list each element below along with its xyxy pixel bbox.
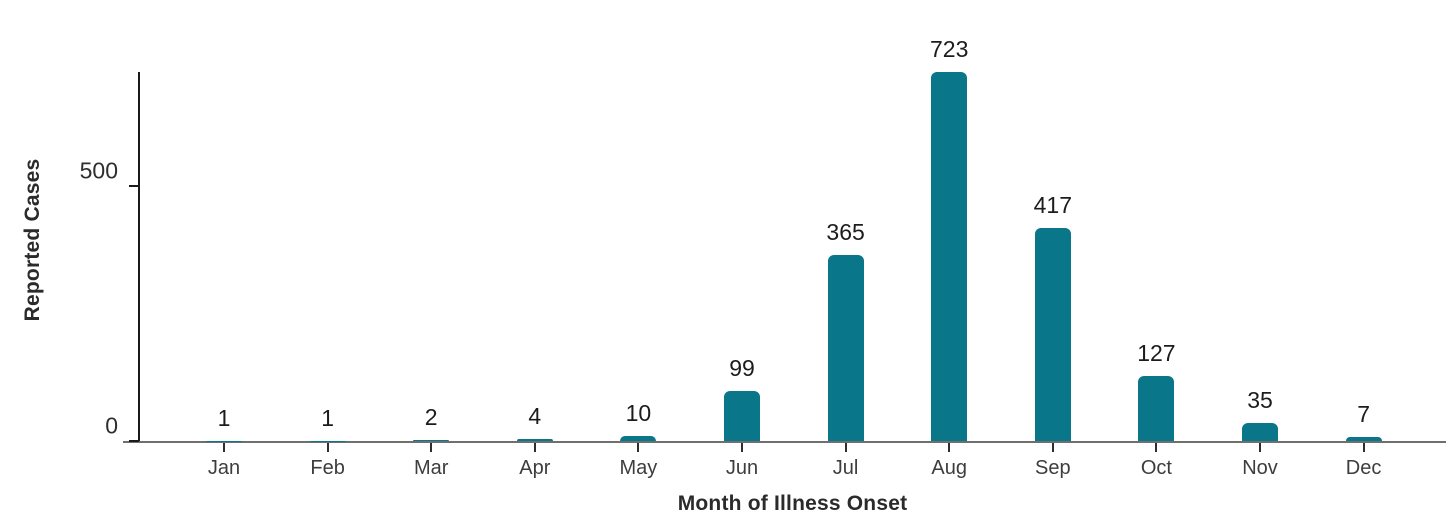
x-tick-mark xyxy=(637,443,640,452)
x-tick-label: Dec xyxy=(1345,457,1382,479)
x-tick-label: Mar xyxy=(413,457,449,479)
y-tick-label: 500 xyxy=(79,157,118,184)
x-tick-mark xyxy=(533,443,536,452)
bar xyxy=(724,390,760,441)
x-tick-mark xyxy=(1259,443,1261,452)
bar xyxy=(413,439,450,441)
plot-area: 0 500 1 Jan 1 Feb 2 Mar 4 Apr 10 May 99 Jun 365 Jul 723… xyxy=(80,36,1446,479)
x-tick-mark xyxy=(223,443,225,452)
x-tick-mark xyxy=(844,443,847,452)
x-tick-label: May xyxy=(619,457,658,479)
bar xyxy=(827,254,864,441)
y-tick-mark xyxy=(129,185,139,187)
x-tick-mark xyxy=(430,443,433,452)
bar xyxy=(1138,376,1175,441)
bar-value-label: 1 xyxy=(321,404,334,431)
bar-value-label: 417 xyxy=(1033,192,1072,219)
x-tick-label: Sep xyxy=(1035,457,1071,479)
bar xyxy=(309,440,346,441)
bar-value-label: 127 xyxy=(1137,340,1176,367)
x-tick-label: Jun xyxy=(725,457,759,479)
y-axis-title: Reported Cases xyxy=(21,158,44,322)
x-tick-mark xyxy=(1362,443,1365,452)
bar-value-label: 1 xyxy=(217,404,231,431)
bar-value-label: 2 xyxy=(424,403,438,430)
y-tick-mark xyxy=(129,440,139,442)
bar xyxy=(1034,228,1071,441)
x-tick-mark xyxy=(326,443,329,452)
x-tick-label: Oct xyxy=(1140,457,1172,479)
bar xyxy=(1345,437,1382,441)
x-tick-mark xyxy=(1051,443,1054,452)
x-axis-line xyxy=(123,441,1446,443)
x-tick-mark xyxy=(948,443,951,452)
x-tick-label: Aug xyxy=(931,457,967,479)
y-axis-line xyxy=(138,72,140,441)
x-tick-label: Jul xyxy=(832,457,859,479)
bar xyxy=(1242,423,1278,441)
x-tick-mark xyxy=(1155,443,1158,452)
x-tick-label: Apr xyxy=(519,457,551,479)
y-tick-label: 0 xyxy=(105,412,118,439)
bar-value-label: 99 xyxy=(729,354,755,381)
bar-value-label: 7 xyxy=(1357,401,1370,428)
bar-value-label: 723 xyxy=(930,36,969,63)
x-axis-title: Month of Illness Onset xyxy=(677,492,908,515)
x-tick-mark xyxy=(741,443,743,452)
bar-value-label: 4 xyxy=(528,402,542,429)
bar xyxy=(516,438,553,441)
bar-value-label: 35 xyxy=(1247,387,1273,414)
bar-value-label: 10 xyxy=(625,399,652,426)
bar xyxy=(206,440,242,441)
bar xyxy=(620,435,657,441)
x-tick-label: Nov xyxy=(1242,457,1278,479)
bar xyxy=(931,72,968,441)
x-tick-label: Jan xyxy=(207,457,241,479)
x-tick-label: Feb xyxy=(310,457,345,479)
bar-value-label: 365 xyxy=(826,218,865,245)
